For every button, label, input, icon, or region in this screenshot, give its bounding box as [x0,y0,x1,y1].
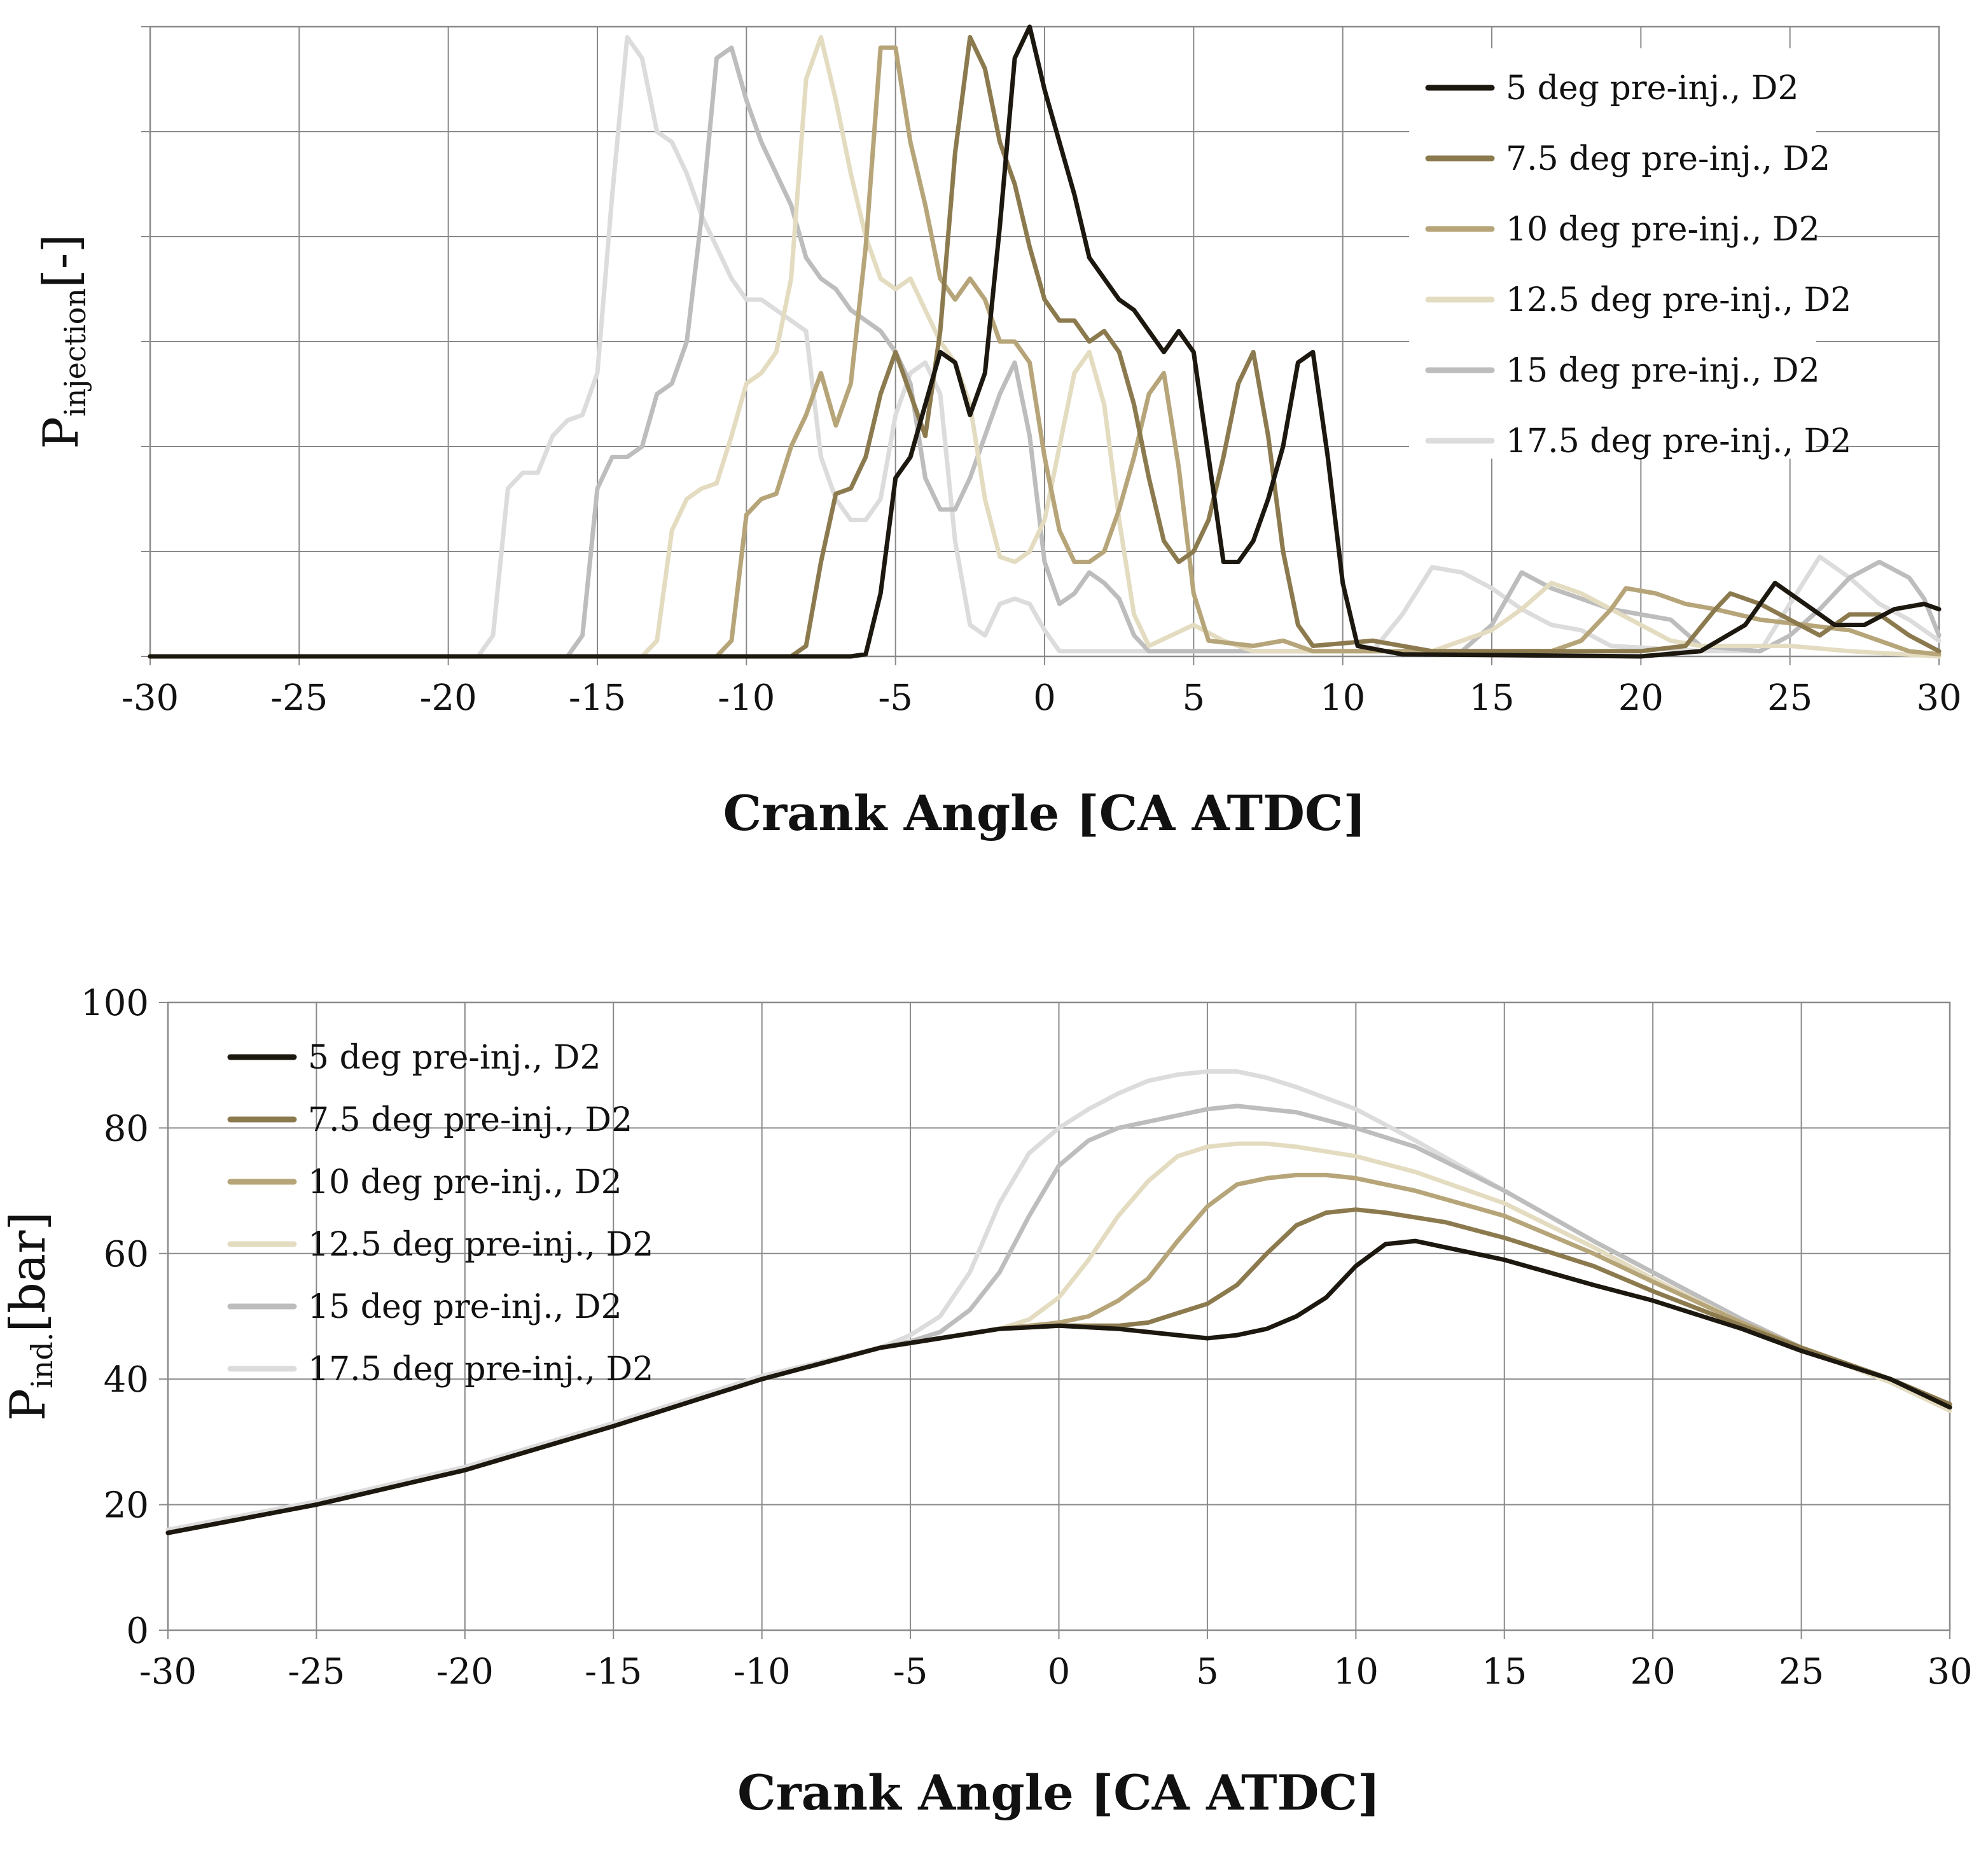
pressure-x-tick-label: 10 [1333,1651,1379,1693]
pressure-legend-label: 17.5 deg pre-inj., D2 [308,1350,653,1388]
injection-x-tick-label: 30 [1916,677,1961,719]
injection-legend-background [1409,48,1816,459]
injection-legend-label: 7.5 deg pre-inj., D2 [1506,140,1830,178]
pressure-x-ticks: -30 -25 -20 -15 -10 -5 0 5 10 15 20 25 30 [139,1651,1973,1693]
pressure-y-axis-main: P [0,1388,56,1421]
pressure-y-tick-label: 0 [126,1610,149,1652]
injection-x-tick-label: 0 [1033,677,1056,719]
pressure-y-ticks: 0 20 40 60 80 100 [81,983,149,1652]
injection-x-tick-label: -5 [878,677,913,719]
pressure-x-tick-label: 15 [1482,1651,1527,1693]
injection-legend-label: 10 deg pre-inj., D2 [1506,211,1820,249]
pressure-legend-label: 5 deg pre-inj., D2 [308,1039,601,1077]
injection-y-axis-unit: [-] [32,234,89,288]
injection-y-axis-main: P [32,417,89,449]
injection-legend-label: 5 deg pre-inj., D2 [1506,69,1799,107]
injection-chart: -30 -25 -20 -15 -10 -5 0 5 10 15 20 25 30 Crank Angl… [32,24,1962,841]
injection-series-group [148,24,1942,659]
pressure-x-tick-label: -5 [893,1651,928,1693]
injection-y-axis-subscript: injection [58,288,92,417]
pressure-x-tick-label: -10 [733,1651,791,1693]
pressure-x-tick-label: 30 [1927,1651,1972,1693]
injection-series-line [148,35,1942,659]
pressure-y-axis-title: Pind.[bar] [0,1212,59,1421]
pressure-legend-label: 7.5 deg pre-inj., D2 [308,1101,632,1139]
injection-x-tick-label: 25 [1767,677,1812,719]
injection-series-line [148,45,1942,659]
pressure-y-axis-unit: [bar] [0,1212,56,1333]
injection-legend: 5 deg pre-inj., D2 7.5 deg pre-inj., D2 10… [1409,48,1851,461]
pressure-x-tick-label: -30 [139,1651,197,1693]
injection-x-tick-label: -25 [270,677,328,719]
pressure-y-tick-label: 60 [104,1234,149,1275]
pressure-y-axis-subscript: ind. [25,1333,59,1388]
injection-x-tick-label: -10 [718,677,775,719]
injection-series-line [148,35,1942,659]
injection-plot-frame [149,25,1940,658]
pressure-x-tick-label: -15 [585,1651,642,1693]
pressure-x-tick-label: -20 [436,1651,494,1693]
injection-y-axis-title: Pinjection[-] [32,234,92,449]
injection-x-tick-label: 15 [1469,677,1514,719]
pressure-x-tick-label: 0 [1048,1651,1071,1693]
injection-legend-label: 17.5 deg pre-inj., D2 [1506,422,1851,461]
injection-x-tick-label: 10 [1320,677,1365,719]
pressure-legend: 5 deg pre-inj., D2 7.5 deg pre-inj., D2 10… [227,1039,653,1388]
injection-x-tick-label: 20 [1618,677,1664,719]
pressure-x-tick-label: 25 [1779,1651,1824,1693]
pressure-legend-label: 10 deg pre-inj., D2 [308,1163,622,1202]
pressure-y-tick-label: 80 [104,1108,149,1149]
injection-x-tick-label: -30 [122,677,179,719]
injection-legend-label: 15 deg pre-inj., D2 [1506,352,1820,390]
pressure-plot-frame [167,1001,1951,1631]
injection-x-tick-label: -15 [569,677,626,719]
pressure-y-tick-label: 20 [104,1485,149,1527]
injection-legend-label: 12.5 deg pre-inj., D2 [1506,281,1851,319]
injection-series-line [148,35,1942,659]
injection-x-axis-title: Crank Angle [CA ATDC] [723,785,1366,841]
injection-series-line [148,24,1942,659]
pressure-x-tick-label: 5 [1196,1651,1219,1693]
pressure-series-group [165,1069,1952,1535]
pressure-chart: -30 -25 -20 -15 -10 -5 0 5 10 15 20 25 30 0 20 40 60 80 1… [0,983,1973,1821]
injection-x-tick-label: -20 [420,677,477,719]
injection-x-tick-label: 5 [1183,677,1206,719]
pressure-x-tick-label: 20 [1630,1651,1676,1693]
pressure-y-tick-label: 40 [104,1359,149,1401]
pressure-legend-label: 12.5 deg pre-inj., D2 [308,1226,653,1264]
injection-x-ticks: -30 -25 -20 -15 -10 -5 0 5 10 15 20 25 30 [122,677,1962,719]
pressure-y-tick-label: 100 [81,983,149,1024]
pressure-x-tick-label: -25 [288,1651,345,1693]
pressure-x-axis-title: Crank Angle [CA ATDC] [737,1764,1380,1821]
pressure-legend-label: 15 deg pre-inj., D2 [308,1288,622,1326]
pressure-series-line [165,1238,1952,1535]
injection-series-line [148,45,1942,659]
